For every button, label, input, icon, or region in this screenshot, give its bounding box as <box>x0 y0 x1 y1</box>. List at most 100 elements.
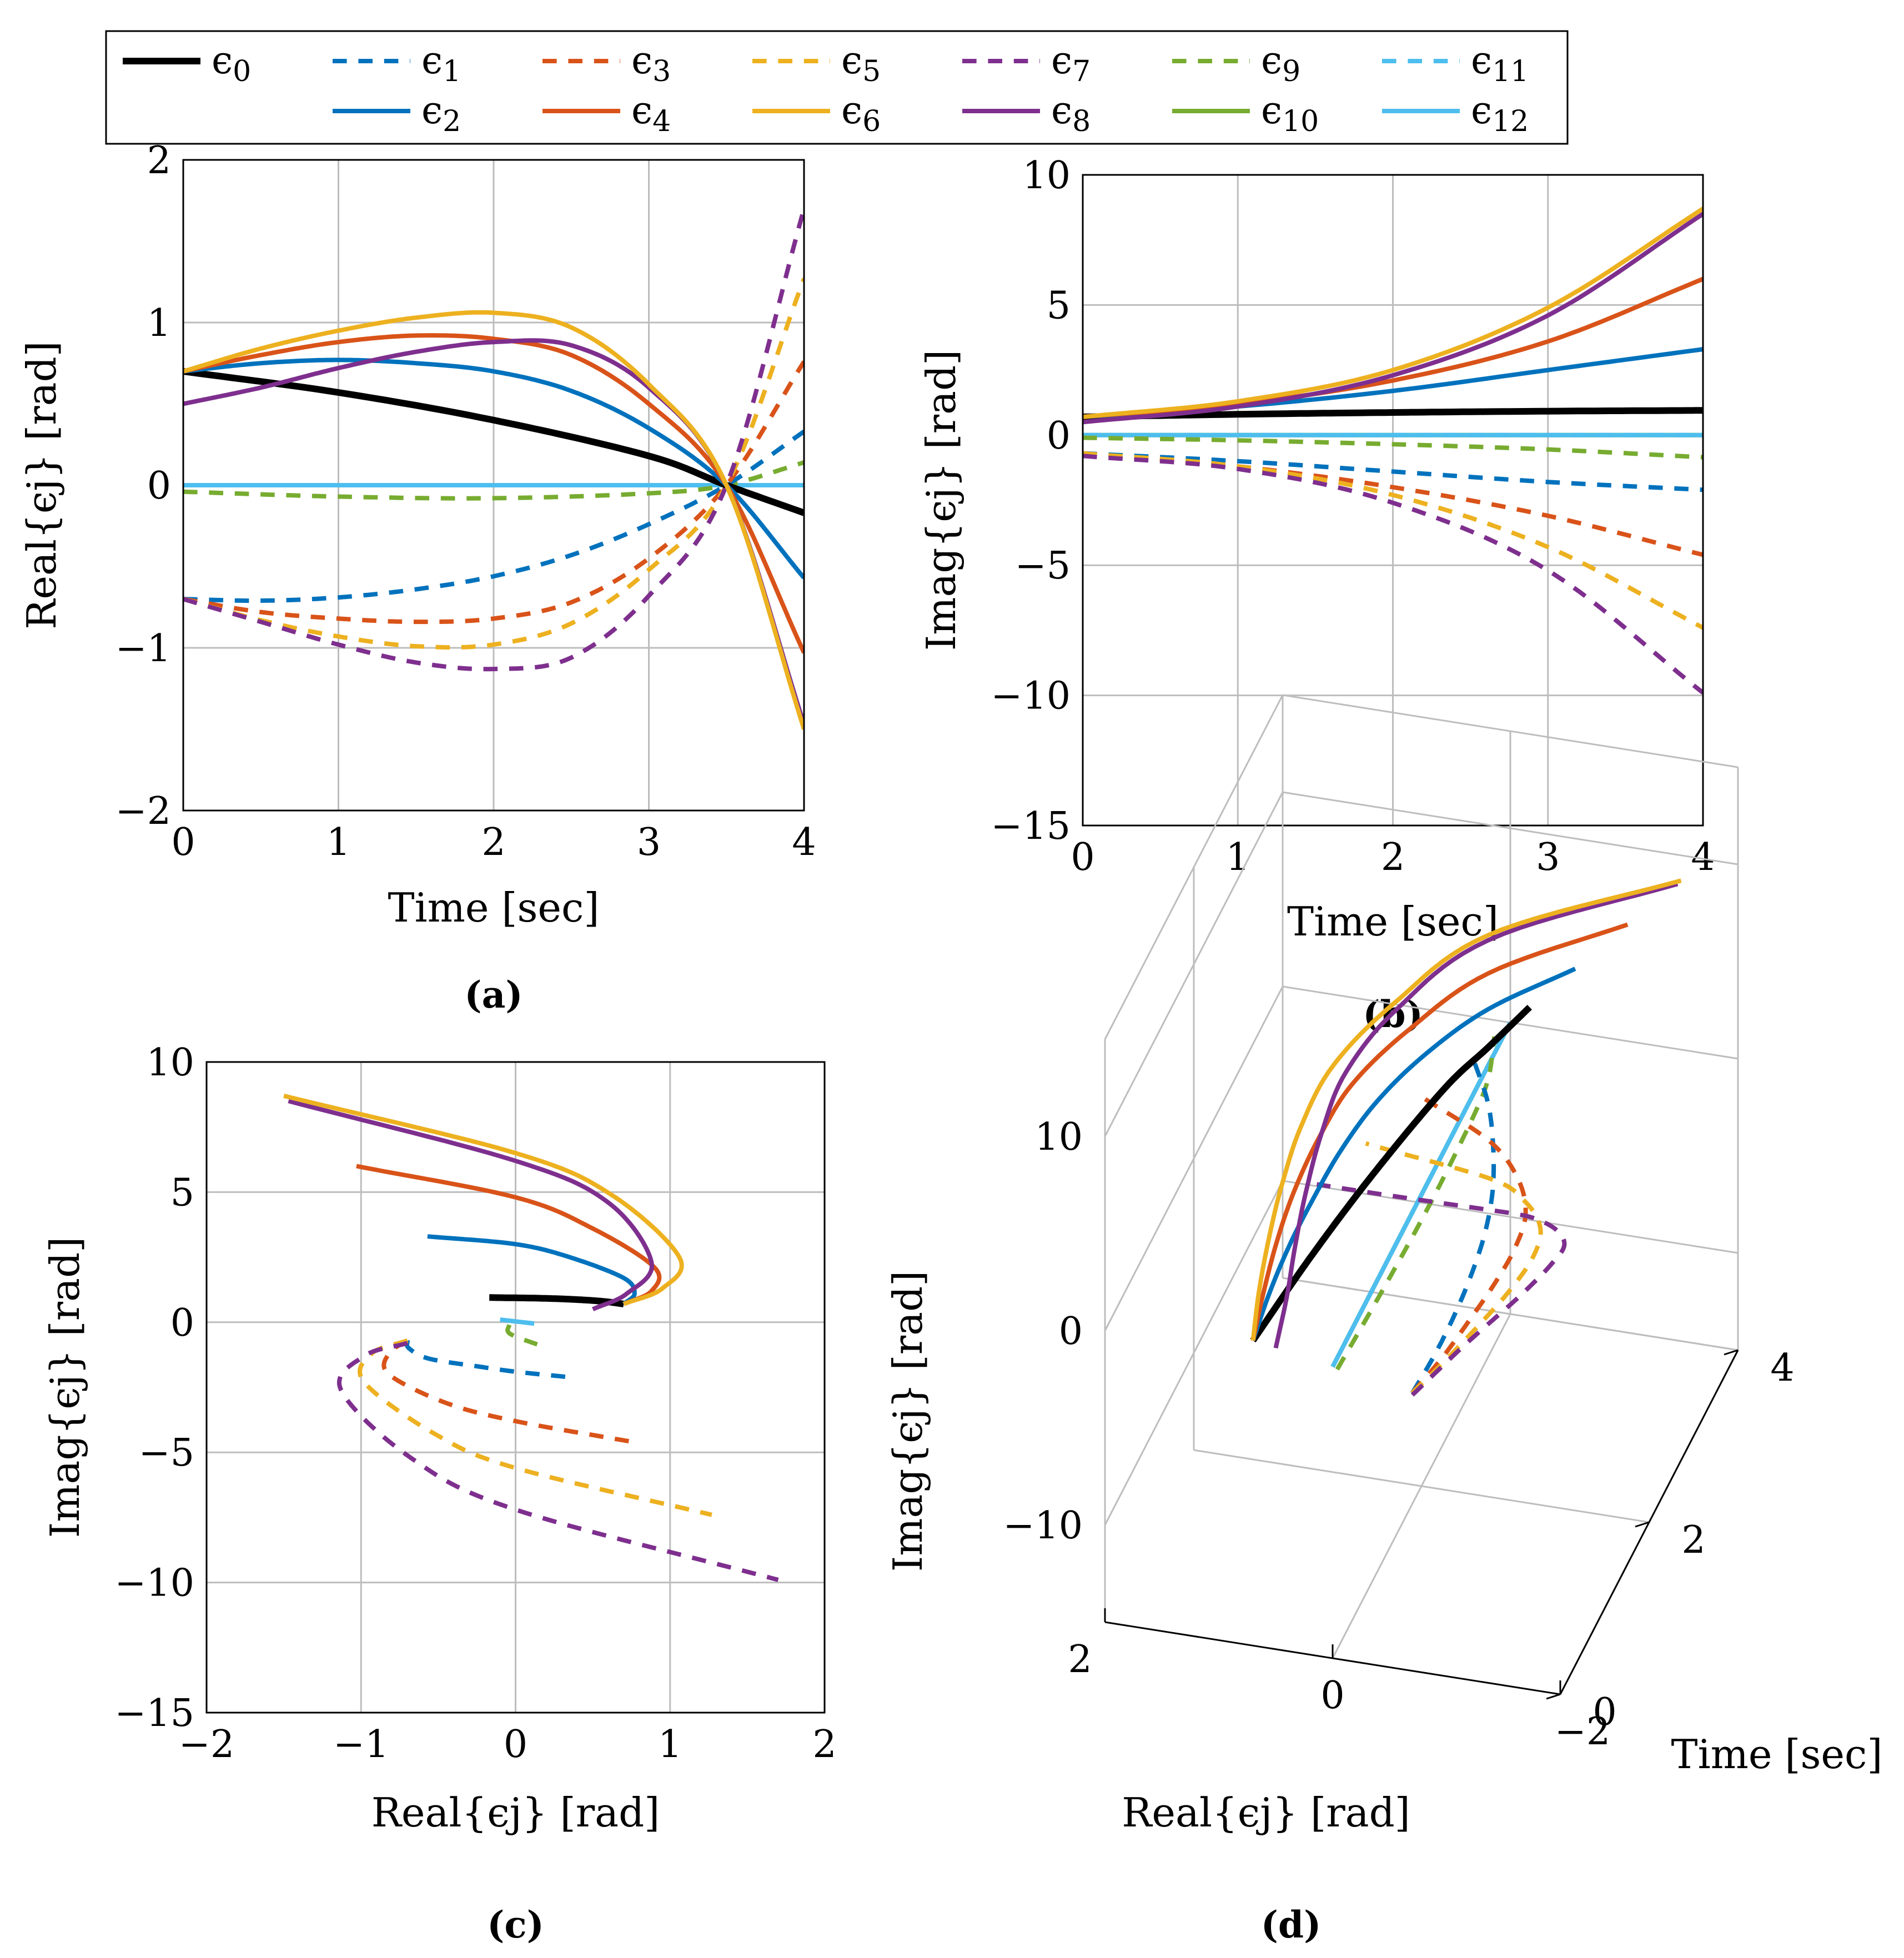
x-tick-label: 0 <box>171 821 195 864</box>
series-epsilon-3 <box>381 1338 634 1444</box>
legend-label: ϵ5 <box>841 39 881 88</box>
series-epsilon-3 <box>183 360 804 625</box>
y-tick-label: 5 <box>1047 284 1071 328</box>
series-epsilon-1 <box>405 1338 567 1380</box>
legend-label: ϵ12 <box>1471 89 1529 138</box>
legend-label: ϵ7 <box>1051 39 1091 88</box>
y-axis-label: Imag{ϵj} [rad] <box>918 350 964 651</box>
y-tick-label: −10 <box>991 675 1071 718</box>
y-axis-label: Real{ϵj} [rad] <box>18 341 65 630</box>
x-tick-label: 1 <box>1226 835 1250 879</box>
x-tick-label: 4 <box>792 821 816 864</box>
plot-frame <box>1082 174 1704 827</box>
series-epsilon-4 <box>183 333 804 654</box>
x-tick-label: 0 <box>504 1723 528 1766</box>
grid-line <box>1193 1449 1650 1523</box>
legend-label: ϵ2 <box>421 89 461 138</box>
legend-label: ϵ4 <box>631 89 671 138</box>
z-tick <box>1635 1521 1650 1528</box>
y-tick-label: 1 <box>147 301 171 345</box>
z-tick-label: 4 <box>1770 1346 1794 1390</box>
z-tick-label: 2 <box>1681 1518 1705 1562</box>
series-epsilon-0 <box>1250 1004 1532 1343</box>
series-epsilon-7 <box>183 208 804 672</box>
series-group <box>1250 878 1682 1397</box>
series-group <box>183 208 804 730</box>
z-tick <box>1724 1349 1739 1356</box>
panel-caption: (c) <box>487 1903 544 1946</box>
series-epsilon-12 <box>499 1317 535 1326</box>
series-epsilon-6 <box>283 1094 684 1306</box>
y-tick-label: 5 <box>170 1171 194 1215</box>
y-tick-label: 0 <box>170 1301 194 1345</box>
y-tick-label: −5 <box>1015 544 1071 588</box>
series-epsilon-7 <box>1316 1182 1567 1397</box>
panel-caption: (d) <box>1261 1903 1322 1946</box>
series-epsilon-8 <box>1083 212 1703 425</box>
y-tick-label: 10 <box>1034 1115 1083 1159</box>
legend-label: ϵ1 <box>421 39 461 88</box>
series-epsilon-2 <box>183 358 804 580</box>
series-epsilon-4 <box>1250 922 1629 1341</box>
series-epsilon-0 <box>183 368 804 516</box>
legend-label: ϵ0 <box>212 39 251 88</box>
legend-label: ϵ11 <box>1471 39 1529 88</box>
series-epsilon-7 <box>336 1341 779 1582</box>
legend-item-epsilon-11: ϵ11 <box>1382 39 1529 88</box>
grid-line <box>1282 1277 1739 1351</box>
series-epsilon-5 <box>183 278 804 650</box>
y-tick-label: 0 <box>1047 414 1071 458</box>
legend-item-epsilon-2: ϵ2 <box>333 89 461 138</box>
series-epsilon-9 <box>1083 435 1703 460</box>
series-epsilon-3 <box>1410 1096 1528 1395</box>
x-tick-label: −1 <box>333 1723 389 1766</box>
series-epsilon-6 <box>1250 878 1682 1341</box>
x-tick-label: 3 <box>1536 835 1560 879</box>
legend-item-epsilon-0: ϵ0 <box>123 39 251 88</box>
y-axis-label: Imag{ϵj} [rad] <box>885 1271 931 1572</box>
x-tick-label: 0 <box>1071 835 1094 879</box>
legend-label: ϵ6 <box>841 89 881 138</box>
legend-item-epsilon-8: ϵ8 <box>962 89 1091 138</box>
y-tick-label: −5 <box>139 1431 194 1475</box>
series-epsilon-9 <box>183 460 804 501</box>
x-tick-label: 1 <box>658 1723 682 1766</box>
y-tick-label: −2 <box>115 789 171 833</box>
legend-label: ϵ8 <box>1051 89 1091 138</box>
panel-caption: (a) <box>464 973 523 1016</box>
legend-item-epsilon-5: ϵ5 <box>752 39 881 88</box>
series-epsilon-5 <box>1365 1141 1543 1395</box>
legend-item-epsilon-3: ϵ3 <box>542 39 671 88</box>
legend-box <box>105 30 1569 145</box>
series-epsilon-4 <box>356 1164 662 1306</box>
x-axis-label: Time [sec] <box>388 884 600 931</box>
legend-label: ϵ3 <box>631 39 671 88</box>
series-epsilon-7 <box>1083 454 1703 695</box>
legend-label: ϵ10 <box>1261 89 1319 138</box>
legend-item-epsilon-1: ϵ1 <box>333 39 461 88</box>
y-tick-label: −10 <box>1003 1504 1083 1548</box>
series-epsilon-5 <box>358 1338 712 1517</box>
x-tick-label: 1 <box>326 821 350 864</box>
legend-label: ϵ9 <box>1261 39 1300 88</box>
y-axis-label: Imag{ϵj} [rad] <box>42 1237 88 1538</box>
y-tick-label: 0 <box>147 464 171 508</box>
series-epsilon-0 <box>1083 407 1703 420</box>
y-tick-label: −15 <box>991 804 1071 848</box>
x-axis-label: Real{ϵj} [rad] <box>1122 1789 1410 1836</box>
z-tick <box>1546 1693 1561 1700</box>
y-tick-label: −10 <box>114 1562 194 1605</box>
x-tick-label: 2 <box>481 821 505 864</box>
y-tick-label: 2 <box>147 139 171 183</box>
series-epsilon-6 <box>1083 207 1703 419</box>
y-tick-label: 10 <box>146 1041 194 1085</box>
legend-item-epsilon-9: ϵ9 <box>1172 39 1300 88</box>
z-tick-label: 0 <box>1592 1690 1616 1734</box>
series-group <box>283 1094 779 1582</box>
x-tick-label: 0 <box>1320 1674 1344 1718</box>
